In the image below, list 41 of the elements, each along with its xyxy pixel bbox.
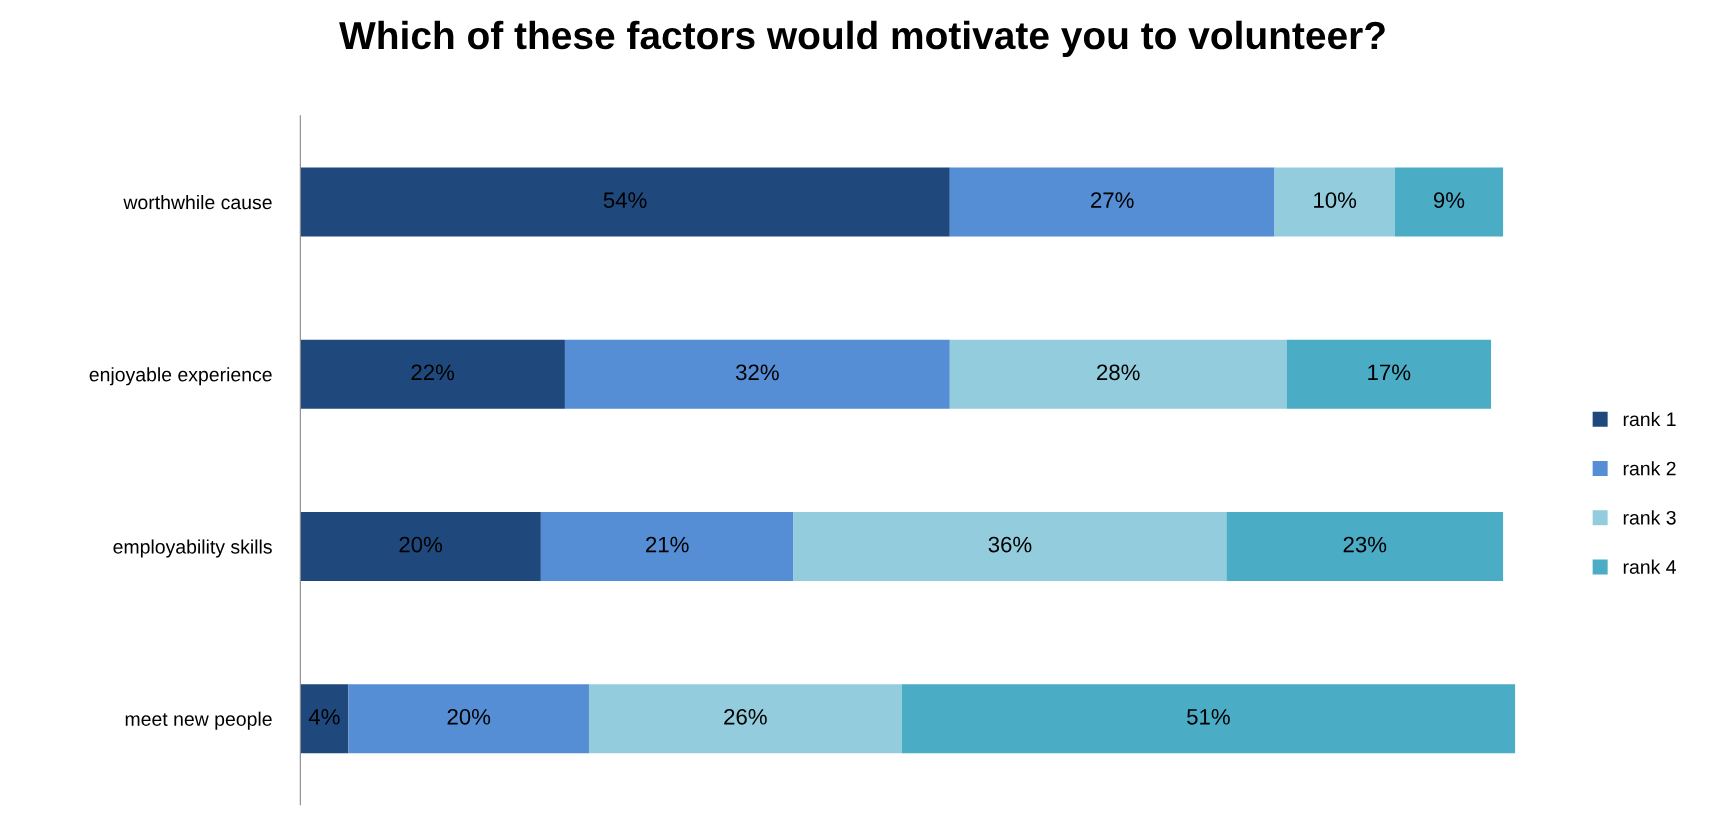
data-label: 28% (1097, 364, 1140, 381)
data-label: 27% (1091, 192, 1134, 208)
data-label: 51% (1187, 709, 1230, 725)
bar (949, 167, 1275, 237)
data-label: 20% (447, 708, 491, 725)
y-tick-label: employability skills (113, 539, 272, 558)
y-tick-label: enjoyable experience (89, 367, 272, 386)
bar (564, 339, 950, 409)
data-label: 10% (1314, 192, 1357, 208)
bar (1286, 339, 1492, 409)
legend-label: rank 4 (1623, 559, 1676, 574)
bar (300, 512, 541, 581)
data-label: 22% (411, 364, 455, 381)
bar (348, 684, 589, 754)
legend-label: rank 1 (1623, 411, 1676, 427)
data-label: 9% (1433, 192, 1465, 208)
legend-label: rank 2 (1623, 461, 1676, 476)
data-label: 4% (308, 709, 340, 725)
bar (949, 339, 1287, 409)
bar (793, 512, 1227, 581)
data-label: 20% (399, 536, 443, 553)
bar (540, 512, 794, 581)
bar (300, 339, 565, 409)
bar (901, 684, 1516, 754)
data-label: 26% (724, 708, 767, 725)
legend-label: rank 3 (1623, 510, 1676, 525)
y-tick-label: worthwhile cause (123, 194, 272, 210)
bar (1226, 512, 1504, 581)
data-label: 17% (1368, 364, 1411, 381)
y-tick-label: meet new people (125, 711, 272, 730)
data-label: 54% (603, 192, 647, 208)
bar (1274, 167, 1395, 237)
data-label: 36% (988, 536, 1032, 553)
data-label: 32% (735, 364, 779, 381)
bar (588, 684, 902, 754)
bar (300, 167, 950, 237)
data-label: 21% (646, 536, 689, 553)
chart-title: Which of these factors would motivate you to volunteer? (339, 20, 1385, 57)
bar (300, 684, 349, 754)
data-label: 23% (1343, 536, 1387, 553)
bar (1394, 167, 1504, 237)
